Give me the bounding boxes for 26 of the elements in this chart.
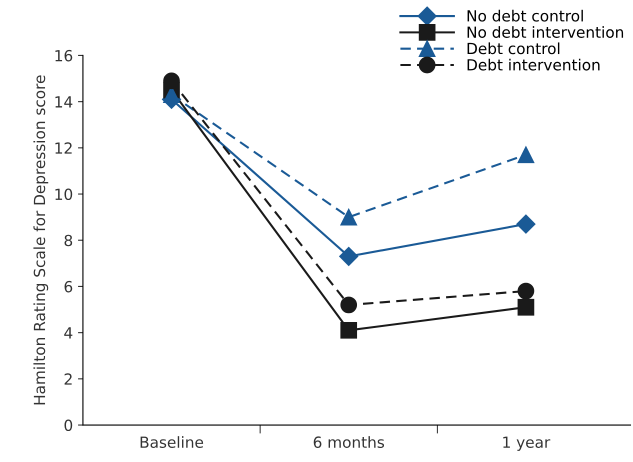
x-tick-label: 1 year (503, 436, 550, 451)
x-tick-label: 6 months (314, 436, 384, 448)
legend-label: Debt control (468, 42, 560, 54)
point (340, 322, 358, 339)
point (339, 246, 358, 266)
point (518, 146, 534, 164)
y-axis-title: Hamilton Rating Scale for Depression score (33, 75, 48, 404)
point (340, 296, 358, 314)
y-tick-label: 8 (64, 234, 72, 246)
x-tick-label: Baseline (140, 436, 204, 448)
y-tick-label: 0 (64, 420, 72, 432)
legend-label: Debt intervention (468, 58, 600, 71)
legend-label: No debt control (468, 10, 583, 22)
y-tick-label: 16 (55, 50, 72, 62)
point (163, 72, 180, 90)
y-tick-label: 14 (55, 96, 72, 108)
legend-label: No debt intervention (468, 26, 624, 38)
point (340, 208, 358, 226)
y-tick-label: 4 (64, 327, 72, 338)
point (516, 214, 536, 234)
y-tick-label: 10 (55, 188, 72, 200)
point (518, 298, 534, 316)
point (518, 282, 534, 300)
y-tick-label: 2 (64, 373, 72, 385)
y-tick-label: 6 (64, 280, 72, 292)
y-tick-label: 12 (55, 142, 72, 154)
